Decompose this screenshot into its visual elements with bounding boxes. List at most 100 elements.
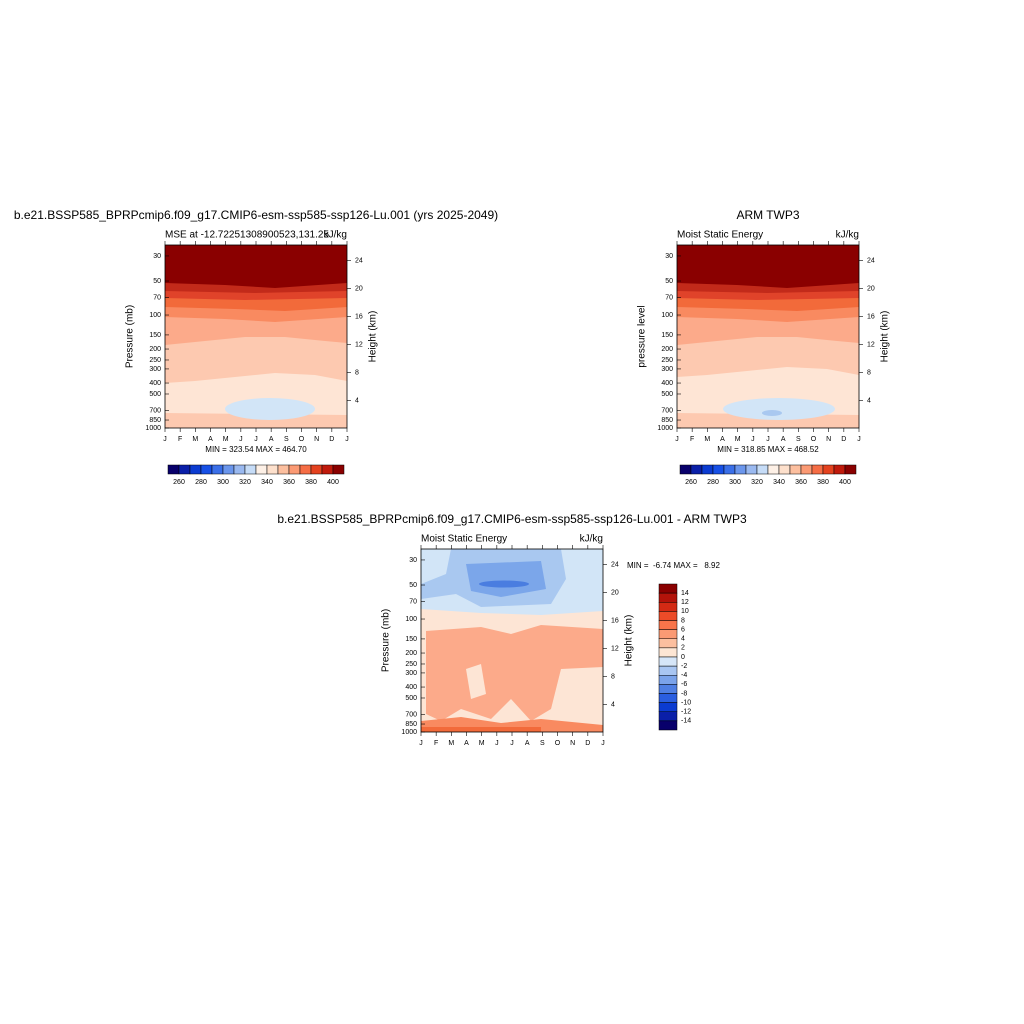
right-string: kJ/kg — [324, 230, 347, 241]
colorbar-box — [701, 464, 714, 475]
contour-region — [225, 398, 315, 420]
y-tick-label: 150 — [661, 332, 673, 339]
y-tick-label: 200 — [149, 346, 161, 353]
y-tick-label: 50 — [153, 278, 161, 285]
y-tick-label: 400 — [661, 380, 673, 387]
contour-region — [165, 245, 347, 288]
x-tick-label: J — [345, 436, 349, 443]
colorbar-box — [658, 583, 678, 594]
stats: MIN = 323.54 MAX = 464.70 — [205, 445, 307, 454]
contour-fill — [421, 549, 603, 732]
y2-tick-label: 16 — [355, 313, 363, 320]
y2-tick-label: 24 — [867, 257, 875, 264]
colorbar-label: -6 — [681, 681, 687, 688]
stats: MIN = -6.74 MAX = 8.92 — [627, 561, 720, 570]
colorbar-box — [658, 611, 678, 621]
colorbar-box — [723, 464, 736, 475]
colorbar-box — [658, 702, 678, 712]
y-tick-label: 50 — [665, 278, 673, 285]
colorbar-label: 8 — [681, 617, 685, 624]
colorbar-label: -14 — [681, 718, 691, 725]
left-string: MSE at -12.72251308900523,131.25 — [165, 230, 329, 241]
panel: b.e21.BSSP585_BPRPcmip6.f09_g17.CMIP6-es… — [14, 208, 498, 486]
colorbar-label: 2 — [681, 645, 685, 652]
colorbar-label: 360 — [283, 479, 295, 486]
contour-region — [762, 410, 782, 416]
panel: b.e21.BSSP585_BPRPcmip6.f09_g17.CMIP6-es… — [277, 512, 747, 747]
colorbar-label: 260 — [685, 479, 697, 486]
colorbar-label: -2 — [681, 663, 687, 670]
x-tick-label: N — [314, 436, 319, 443]
colorbar-box — [658, 602, 678, 612]
contour-region — [479, 580, 529, 588]
colorbar-box — [310, 464, 323, 475]
y-tick-label: 30 — [153, 253, 161, 260]
y-axis-title: pressure level — [637, 305, 648, 367]
colorbar-label: 280 — [195, 479, 207, 486]
colorbar-box — [712, 464, 725, 475]
contour-region — [421, 727, 541, 732]
colorbar-box — [778, 464, 791, 475]
colorbar-box — [658, 620, 678, 630]
colorbar-label: -10 — [681, 699, 691, 706]
x-tick-label: J — [766, 436, 770, 443]
y2-tick-label: 20 — [611, 589, 619, 596]
y2-tick-label: 12 — [355, 341, 363, 348]
x-tick-label: N — [826, 436, 831, 443]
colorbar-box — [658, 656, 678, 667]
colorbar-box — [745, 464, 758, 475]
y2-tick-label: 8 — [867, 369, 871, 376]
y-tick-label: 200 — [405, 650, 417, 657]
y2-tick-label: 4 — [611, 701, 615, 708]
colorbar-label: 400 — [839, 479, 851, 486]
colorbar-box — [332, 464, 345, 475]
colorbar-label: 12 — [681, 599, 689, 606]
x-tick-label: A — [269, 436, 274, 443]
colorbar-label: -4 — [681, 672, 687, 679]
colorbar-box — [658, 711, 678, 722]
colorbar-box — [658, 693, 678, 703]
contour-fill — [165, 245, 347, 428]
y2-tick-label: 12 — [611, 645, 619, 652]
right-string: kJ/kg — [836, 230, 859, 241]
stats: MIN = 318.85 MAX = 468.52 — [717, 445, 819, 454]
x-tick-label: D — [585, 740, 590, 747]
x-tick-label: D — [329, 436, 334, 443]
contour-region — [426, 625, 603, 721]
x-tick-label: N — [570, 740, 575, 747]
colorbar-box — [222, 464, 235, 475]
x-tick-label: F — [434, 740, 438, 747]
y2-tick-label: 20 — [355, 285, 363, 292]
colorbar-label: 14 — [681, 590, 689, 597]
colorbar-label: 320 — [751, 479, 763, 486]
x-tick-label: J — [419, 740, 423, 747]
y-tick-label: 1000 — [657, 425, 673, 432]
y-tick-label: 70 — [665, 294, 673, 301]
colorbar-box — [233, 464, 246, 475]
colorbar-box — [658, 592, 678, 603]
colorbar-label: 260 — [173, 479, 185, 486]
y-tick-label: 400 — [405, 684, 417, 691]
y-tick-label: 400 — [149, 380, 161, 387]
y2-tick-label: 4 — [355, 397, 359, 404]
y2-axis-title: Height (km) — [880, 311, 891, 363]
y-tick-label: 500 — [149, 391, 161, 398]
contour-region — [466, 664, 486, 699]
colorbar-label: 10 — [681, 608, 689, 615]
x-tick-label: F — [690, 436, 694, 443]
colorbar-box — [167, 464, 180, 475]
y-tick-label: 150 — [149, 332, 161, 339]
colorbar-label: 380 — [305, 479, 317, 486]
y2-axis-title: Height (km) — [624, 615, 635, 667]
colorbar-box — [789, 464, 802, 475]
y2-tick-label: 20 — [867, 285, 875, 292]
y2-axis-title: Height (km) — [368, 311, 379, 363]
y-axis-title: Pressure (mb) — [125, 305, 136, 368]
right-string: kJ/kg — [580, 534, 603, 545]
x-tick-label: M — [448, 740, 454, 747]
x-tick-label: S — [796, 436, 801, 443]
colorbar-box — [658, 720, 678, 731]
y-tick-label: 250 — [149, 357, 161, 364]
colorbar-box — [844, 464, 857, 475]
y-tick-label: 200 — [661, 346, 673, 353]
